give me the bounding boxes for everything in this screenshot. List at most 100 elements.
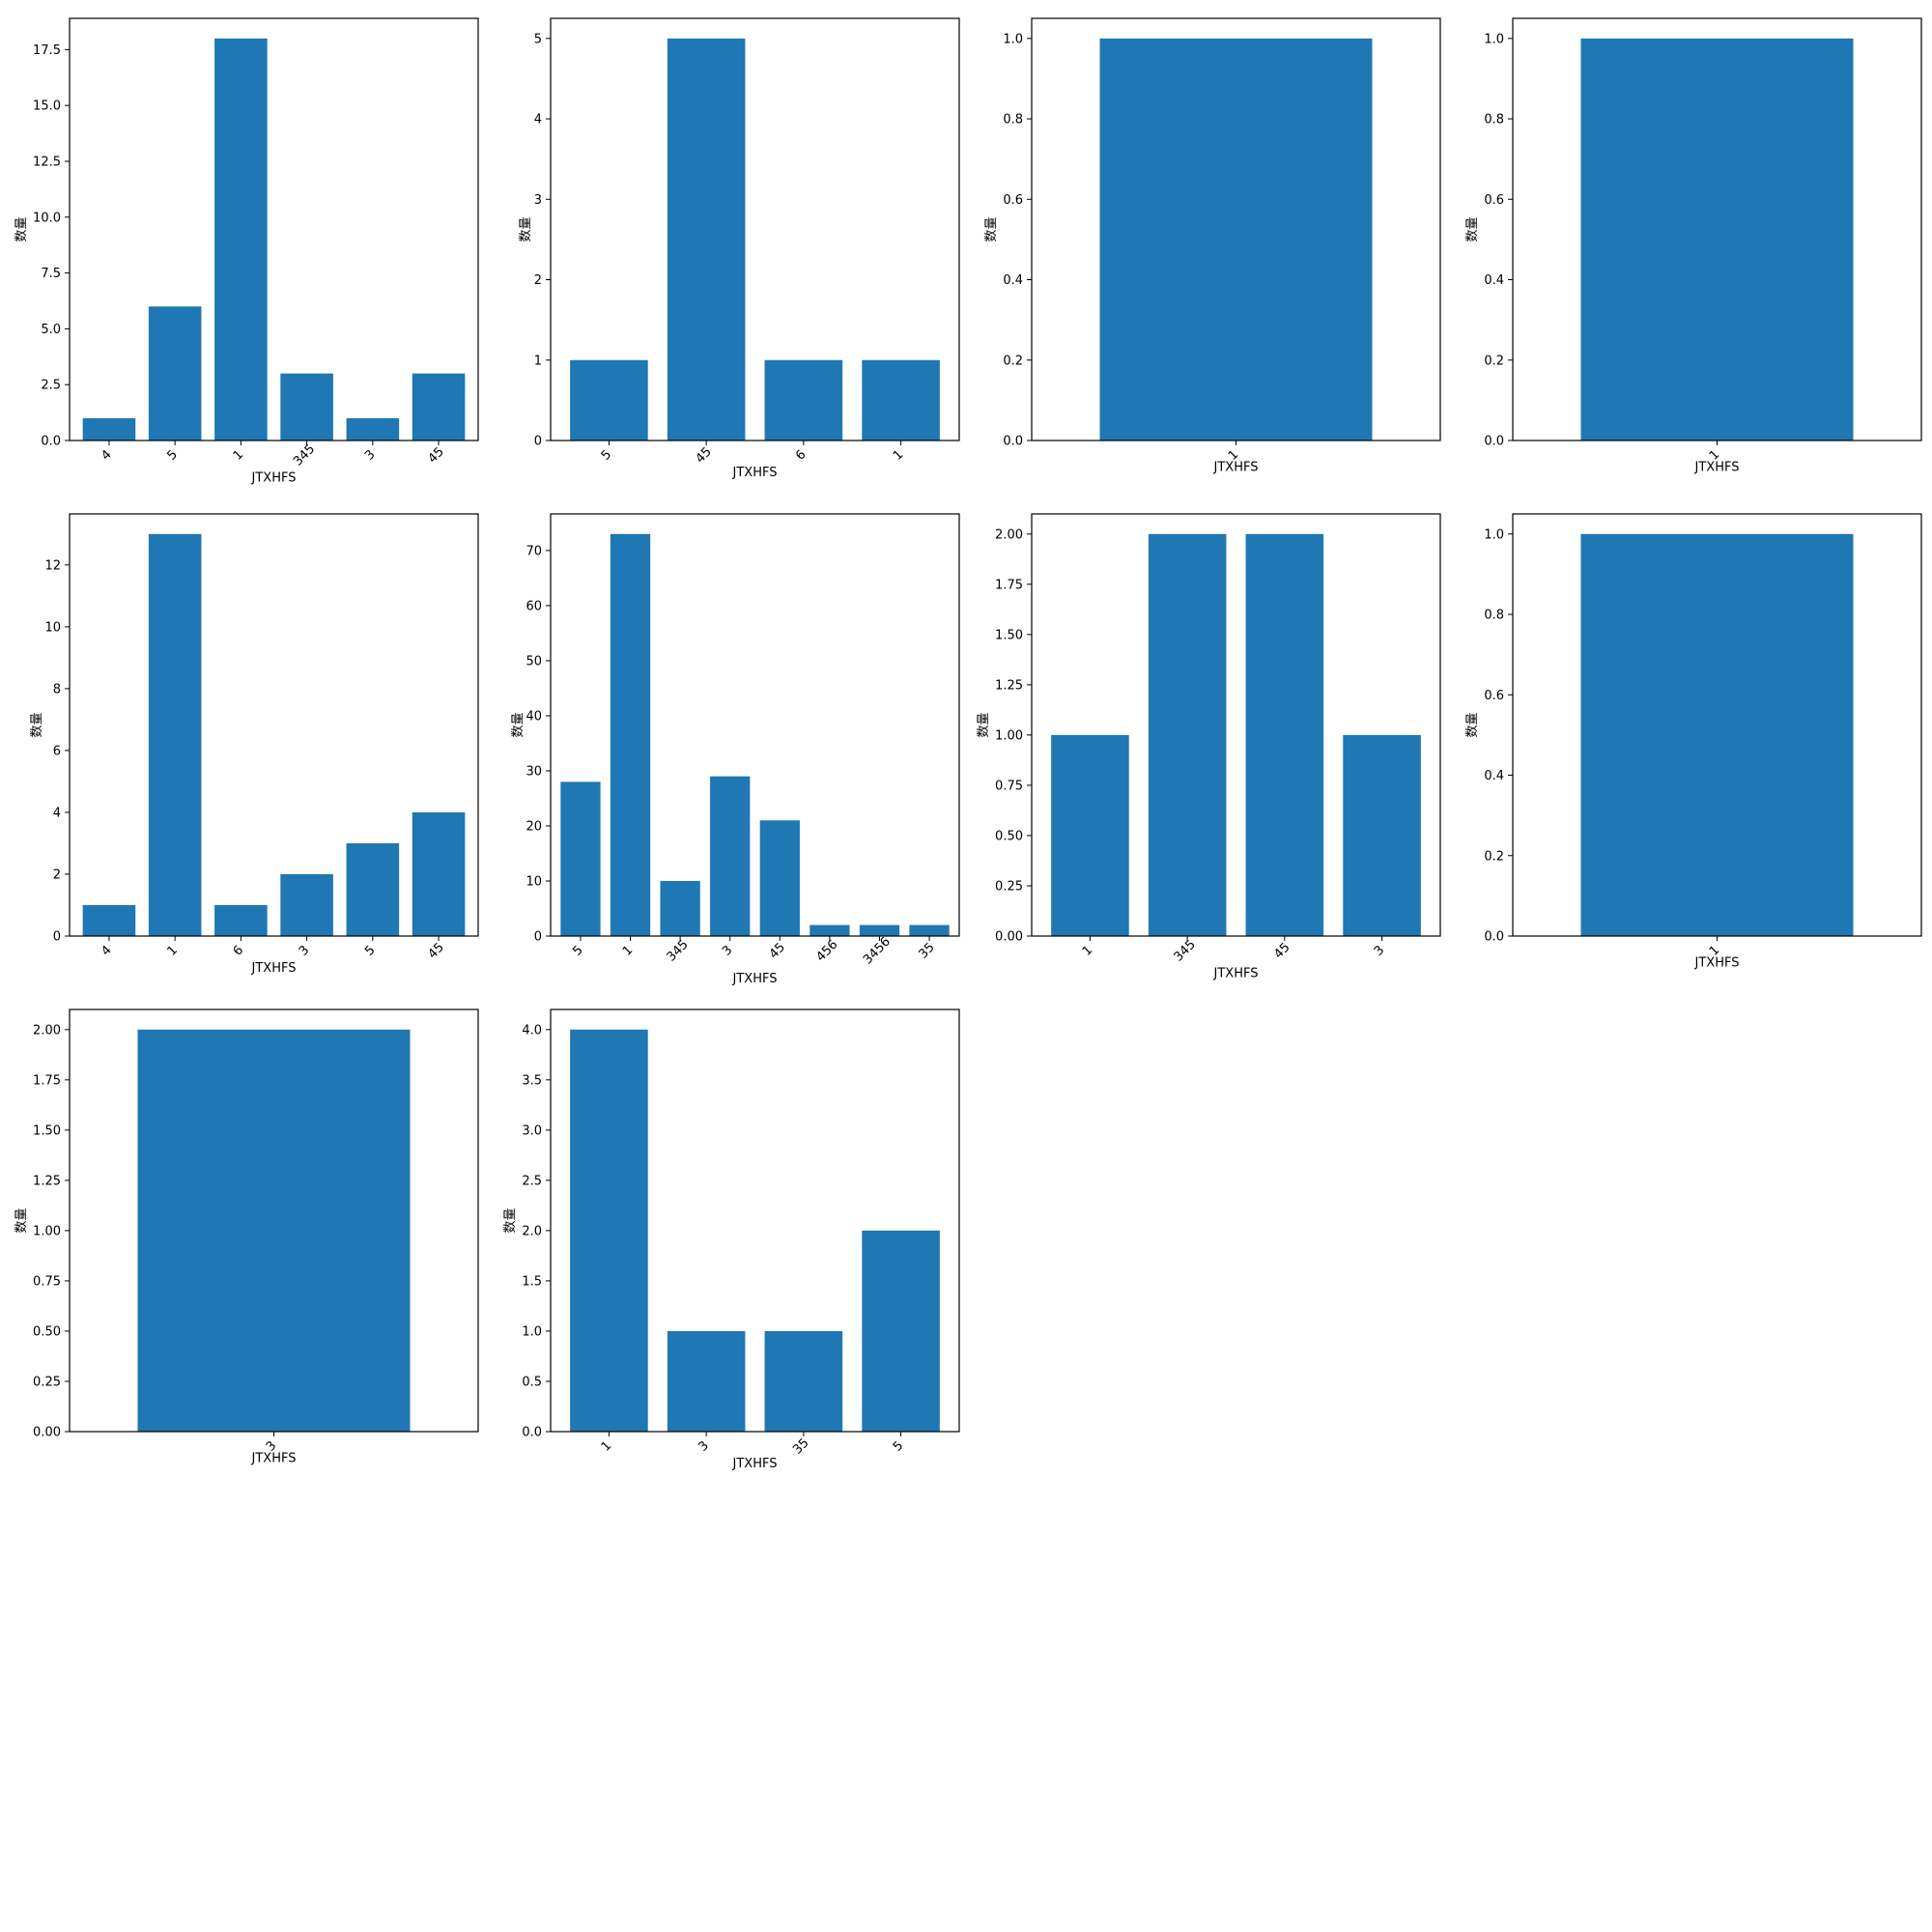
- y-tick-label: 0.6: [1484, 193, 1504, 208]
- x-axis-label: JTXHFS: [732, 1457, 778, 1471]
- y-tick-label: 1.5: [522, 1274, 542, 1289]
- bar-3: [710, 776, 751, 936]
- y-axis-ticks: 0.0 2.5 5.0 7.5 10.0 12.5 15.0 17.5: [33, 43, 70, 449]
- axes-frame: [550, 513, 960, 937]
- y-axis-ticks: 0.0 0.2 0.4 0.6 0.8 1.0: [1484, 32, 1513, 449]
- y-axis-ticks: 0.0 0.2 0.4 0.6 0.8 1.0: [1003, 32, 1032, 449]
- y-axis-label: 数量: [519, 216, 533, 242]
- y-tick-label: 0.2: [1484, 849, 1504, 864]
- x-axis-label: JTXHFS: [1213, 461, 1259, 475]
- y-tick-label: 10.0: [33, 211, 61, 225]
- y-tick-label: 0.8: [1484, 113, 1504, 128]
- bar-5: [570, 359, 648, 440]
- bars: [137, 1029, 411, 1432]
- y-axis-ticks: 0.00 0.25 0.50 0.75 1.00 1.25 1.50 1.75 2.00: [33, 1023, 70, 1440]
- y-tick-label: 0.0: [1003, 435, 1023, 449]
- y-tick-label: 8: [53, 682, 61, 696]
- y-tick-label: 0.25: [33, 1375, 61, 1389]
- bar-3: [667, 1330, 746, 1432]
- bars: [570, 38, 940, 441]
- x-axis-label: JTXHFS: [732, 466, 778, 480]
- bar-1: [1580, 38, 1854, 441]
- axes-frame: [1031, 513, 1441, 937]
- y-tick-label: 1.00: [995, 728, 1023, 743]
- x-axis-label: JTXHFS: [732, 972, 778, 986]
- bar-5: [862, 1230, 940, 1432]
- y-tick-label: 0.75: [995, 779, 1023, 793]
- y-tick-label: 0.25: [995, 879, 1023, 894]
- y-tick-label: 0.8: [1003, 113, 1023, 128]
- y-tick-label: 0: [534, 435, 542, 449]
- y-tick-label: 3.0: [522, 1123, 542, 1138]
- y-tick-label: 2.00: [995, 527, 1023, 542]
- bar-45: [667, 38, 746, 441]
- x-axis-label: JTXHFS: [251, 471, 297, 486]
- y-tick-label: 10: [44, 620, 61, 635]
- y-tick-label: 0.0: [1484, 930, 1504, 945]
- x-axis-label: JTXHFS: [251, 961, 297, 976]
- y-tick-label: 6: [53, 744, 61, 758]
- y-tick-label: 0.00: [995, 930, 1023, 945]
- y-axis-label: 数量: [14, 216, 29, 242]
- bar-1: [862, 359, 940, 440]
- y-tick-label: 2.00: [33, 1023, 61, 1037]
- y-tick-label: 0.2: [1003, 354, 1023, 368]
- bar-1: [214, 38, 268, 441]
- bars: [1580, 533, 1854, 936]
- y-axis-label: 数量: [1465, 712, 1480, 737]
- y-tick-label: 2.5: [41, 379, 61, 393]
- bar-3: [137, 1029, 411, 1432]
- y-axis-ticks: 0.00 0.25 0.50 0.75 1.00 1.25 1.50 1.75 2.00: [995, 527, 1032, 945]
- bar-3456: [859, 924, 900, 936]
- x-axis-label: JTXHFS: [1213, 967, 1259, 981]
- y-tick-label: 70: [526, 544, 542, 558]
- axes-frame: [69, 17, 479, 441]
- y-tick-label: 0.6: [1003, 193, 1023, 208]
- y-tick-label: 0.4: [1484, 273, 1504, 288]
- y-tick-label: 1.25: [995, 678, 1023, 693]
- y-tick-label: 5: [534, 32, 542, 46]
- y-tick-label: 0.6: [1484, 689, 1504, 703]
- y-axis-label: 数量: [30, 712, 44, 737]
- bars: [560, 533, 950, 936]
- bar-1: [1099, 38, 1373, 441]
- y-tick-label: 0.4: [1003, 273, 1023, 288]
- axes-frame: [550, 1009, 960, 1433]
- y-axis-label: 数量: [14, 1208, 29, 1233]
- bar-5: [560, 781, 601, 936]
- bar-45: [412, 373, 466, 440]
- y-tick-label: 4: [534, 113, 542, 128]
- y-tick-label: 10: [526, 874, 542, 889]
- y-tick-label: 4: [53, 806, 61, 820]
- y-tick-label: 0.2: [1484, 354, 1504, 368]
- y-tick-label: 1.0: [1484, 32, 1504, 46]
- y-tick-label: 1: [534, 354, 542, 368]
- y-tick-label: 1.00: [33, 1224, 61, 1238]
- y-tick-label: 0.75: [33, 1274, 61, 1289]
- y-tick-label: 4.0: [522, 1023, 542, 1037]
- bars: [1580, 38, 1854, 441]
- y-tick-label: 5.0: [41, 323, 61, 337]
- bar-45: [1245, 533, 1324, 936]
- y-tick-label: 20: [526, 819, 542, 834]
- bar-5: [346, 842, 400, 936]
- bar-4: [82, 904, 136, 936]
- y-tick-label: 0: [53, 930, 61, 945]
- y-tick-label: 1.50: [995, 628, 1023, 642]
- x-axis-label: JTXHFS: [1694, 461, 1740, 475]
- bar-35: [909, 924, 950, 936]
- y-tick-label: 0.50: [33, 1324, 61, 1339]
- bar-456: [810, 924, 850, 936]
- bar-3: [280, 873, 333, 936]
- bar-chart-9: 0.000.250.500.751.001.251.501.752.003JTX…: [14, 1009, 479, 1466]
- bars: [1099, 38, 1373, 441]
- y-tick-label: 2: [534, 273, 542, 288]
- bars: [82, 533, 466, 936]
- y-tick-label: 0.5: [522, 1375, 542, 1389]
- y-tick-label: 12.5: [33, 155, 61, 169]
